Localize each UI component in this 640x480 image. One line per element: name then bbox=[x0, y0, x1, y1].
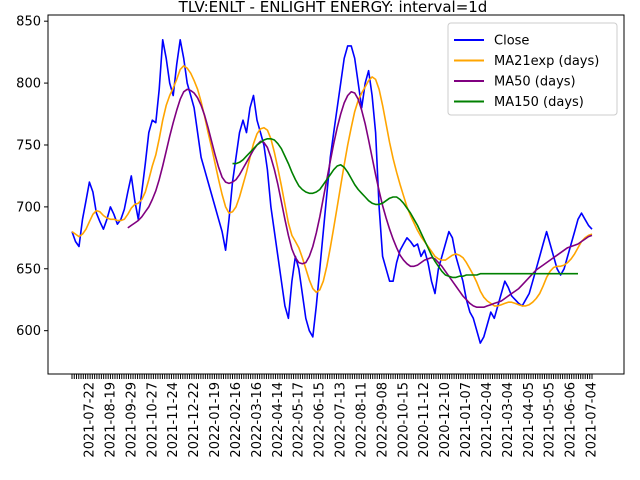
legend: Close MA21exp (days) MA50 (days) MA150 (day… bbox=[447, 22, 618, 116]
legend-label: MA21exp (days) bbox=[494, 54, 599, 69]
x-tick-label: 2021-03-04 bbox=[501, 382, 516, 458]
x-tick-label: 2022-08-11 bbox=[354, 382, 369, 458]
y-tick-label: 700 bbox=[16, 200, 41, 215]
legend-box bbox=[447, 22, 618, 116]
x-tick-label: 2021-11-24 bbox=[166, 382, 181, 458]
x-tick-label: 2021-04-05 bbox=[522, 382, 537, 458]
x-tick-label: 2022-05-17 bbox=[292, 382, 307, 458]
y-tick-label: 850 bbox=[16, 15, 41, 30]
x-tick-label: 2022-06-15 bbox=[313, 382, 328, 458]
series-line-ma150-days bbox=[232, 138, 578, 279]
x-tick-label: 2022-01-19 bbox=[208, 382, 223, 458]
plot-lines bbox=[71, 39, 593, 344]
series-line-close bbox=[71, 39, 593, 344]
x-tick-label: 2021-07-04 bbox=[585, 382, 600, 458]
series-line-ma50-days bbox=[127, 88, 593, 308]
x-tick-label: 2022-03-16 bbox=[250, 382, 265, 458]
x-tick-label: 2022-09-08 bbox=[375, 382, 390, 458]
x-tick-label: 2020-12-10 bbox=[438, 382, 453, 458]
x-tick-label: 2022-04-14 bbox=[271, 382, 286, 458]
x-tick-label: 2021-06-06 bbox=[564, 382, 579, 458]
x-tick-label: 2020-10-15 bbox=[396, 382, 411, 458]
x-tick-label: 2021-09-29 bbox=[124, 382, 139, 458]
x-tick-label: 2020-11-12 bbox=[417, 382, 432, 458]
y-tick-label: 750 bbox=[16, 138, 41, 153]
chart-title: TLV:ENLT - ENLIGHT ENERGY: interval=1d bbox=[178, 0, 488, 16]
y-tick-label: 600 bbox=[16, 324, 41, 339]
x-tick-label: 2021-08-19 bbox=[103, 382, 118, 458]
legend-label: Close bbox=[494, 34, 529, 49]
x-axis: 2021-07-22 2021-08-19 2021-09-29 2021-10-27… bbox=[71, 374, 600, 458]
x-tick-label: 2022-02-16 bbox=[229, 382, 244, 458]
series-line-ma21exp-days bbox=[71, 65, 593, 307]
x-tick-label: 2021-05-05 bbox=[543, 382, 558, 458]
x-tick-label: 2022-07-13 bbox=[334, 382, 349, 458]
x-tick-label: 2021-12-22 bbox=[187, 382, 202, 458]
y-tick-label: 650 bbox=[16, 262, 41, 277]
x-tick-label: 2021-07-22 bbox=[83, 382, 98, 458]
x-tick-label: 2021-10-27 bbox=[145, 382, 160, 458]
plot-frame bbox=[47, 14, 625, 375]
legend-label: MA150 (days) bbox=[494, 95, 584, 110]
x-tick-label: 2021-01-07 bbox=[459, 382, 474, 458]
y-tick-label: 800 bbox=[16, 77, 41, 92]
legend-label: MA50 (days) bbox=[494, 75, 576, 90]
x-tick-label: 2021-02-04 bbox=[480, 382, 495, 458]
y-axis: 600 650 700 750 800 850 bbox=[16, 15, 48, 339]
